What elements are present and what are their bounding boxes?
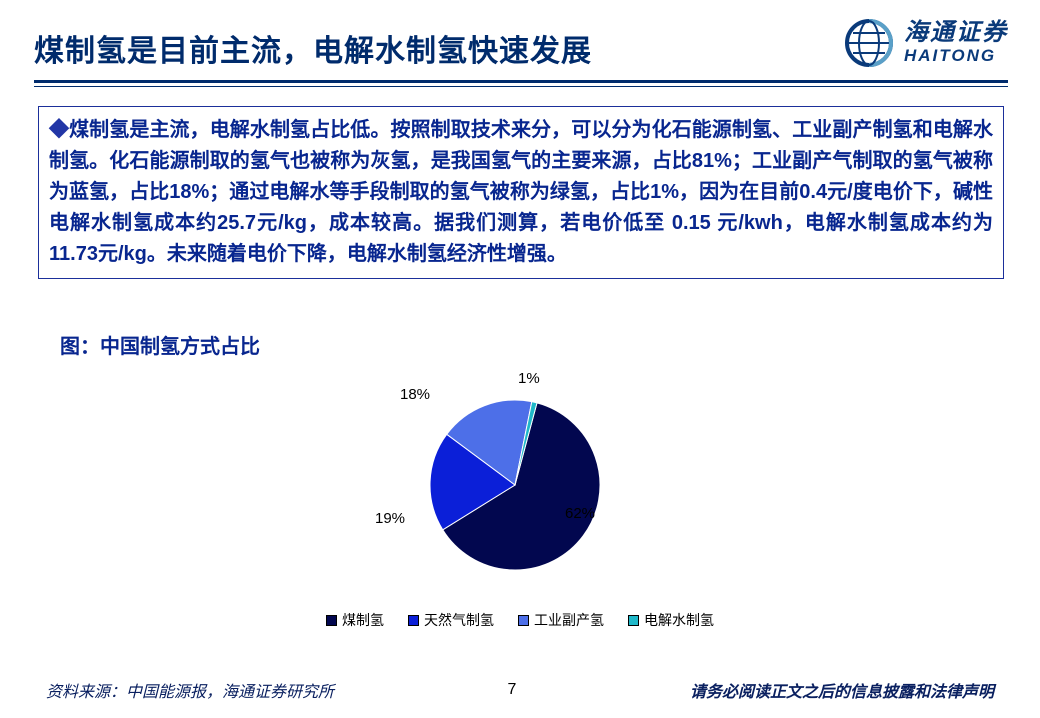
- pie-chart: 62% 19% 18% 1% 煤制氢 天然气制氢 工业副产氢 电解水制氢: [300, 370, 740, 630]
- legend-swatch-2: [518, 615, 529, 626]
- pie-label-2: 18%: [400, 386, 430, 403]
- diamond-icon: ◆: [49, 119, 69, 141]
- page-number: 7: [508, 681, 517, 699]
- page-title: 煤制氢是目前主流，电解水制氢快速发展: [34, 26, 592, 70]
- slide: 煤制氢是目前主流，电解水制氢快速发展 海通证券 HAITONG ◆煤制氢是主流，…: [0, 0, 1040, 718]
- legend-item-1: 天然气制氢: [408, 610, 494, 630]
- logo-en: HAITONG: [904, 47, 1008, 65]
- logo-cn: 海通证券: [904, 21, 1008, 46]
- legend-item-3: 电解水制氢: [628, 610, 714, 630]
- legend-label-3: 电解水制氢: [644, 610, 714, 630]
- divider-thick: [34, 80, 1008, 83]
- legend-swatch-3: [628, 615, 639, 626]
- pie-svg: [420, 390, 610, 580]
- pie-label-3: 1%: [518, 370, 540, 387]
- legend: 煤制氢 天然气制氢 工业副产氢 电解水制氢: [300, 610, 740, 630]
- legend-label-0: 煤制氢: [342, 610, 384, 630]
- pie-label-0: 62%: [565, 505, 595, 522]
- pie-label-1: 19%: [375, 510, 405, 527]
- footer: 资料来源：中国能源报，海通证券研究所 7 请务必阅读正文之后的信息披露和法律声明: [46, 678, 994, 702]
- divider-thin: [34, 86, 1008, 87]
- brand-logo: 海通证券 HAITONG: [844, 18, 1008, 68]
- legend-label-1: 天然气制氢: [424, 610, 494, 630]
- legend-swatch-0: [326, 615, 337, 626]
- legend-item-0: 煤制氢: [326, 610, 384, 630]
- body-box: ◆煤制氢是主流，电解水制氢占比低。按照制取技术来分，可以分为化石能源制氢、工业副…: [38, 106, 1004, 279]
- legend-item-2: 工业副产氢: [518, 610, 604, 630]
- footer-disclaimer: 请务必阅读正文之后的信息披露和法律声明: [690, 678, 994, 702]
- footer-source: 资料来源：中国能源报，海通证券研究所: [46, 678, 334, 702]
- legend-label-2: 工业副产氢: [534, 610, 604, 630]
- chart-title: 图：中国制氢方式占比: [60, 330, 260, 359]
- legend-swatch-1: [408, 615, 419, 626]
- logo-text: 海通证券 HAITONG: [904, 21, 1008, 64]
- body-text: 煤制氢是主流，电解水制氢占比低。按照制取技术来分，可以分为化石能源制氢、工业副产…: [49, 119, 993, 265]
- globe-icon: [844, 18, 894, 68]
